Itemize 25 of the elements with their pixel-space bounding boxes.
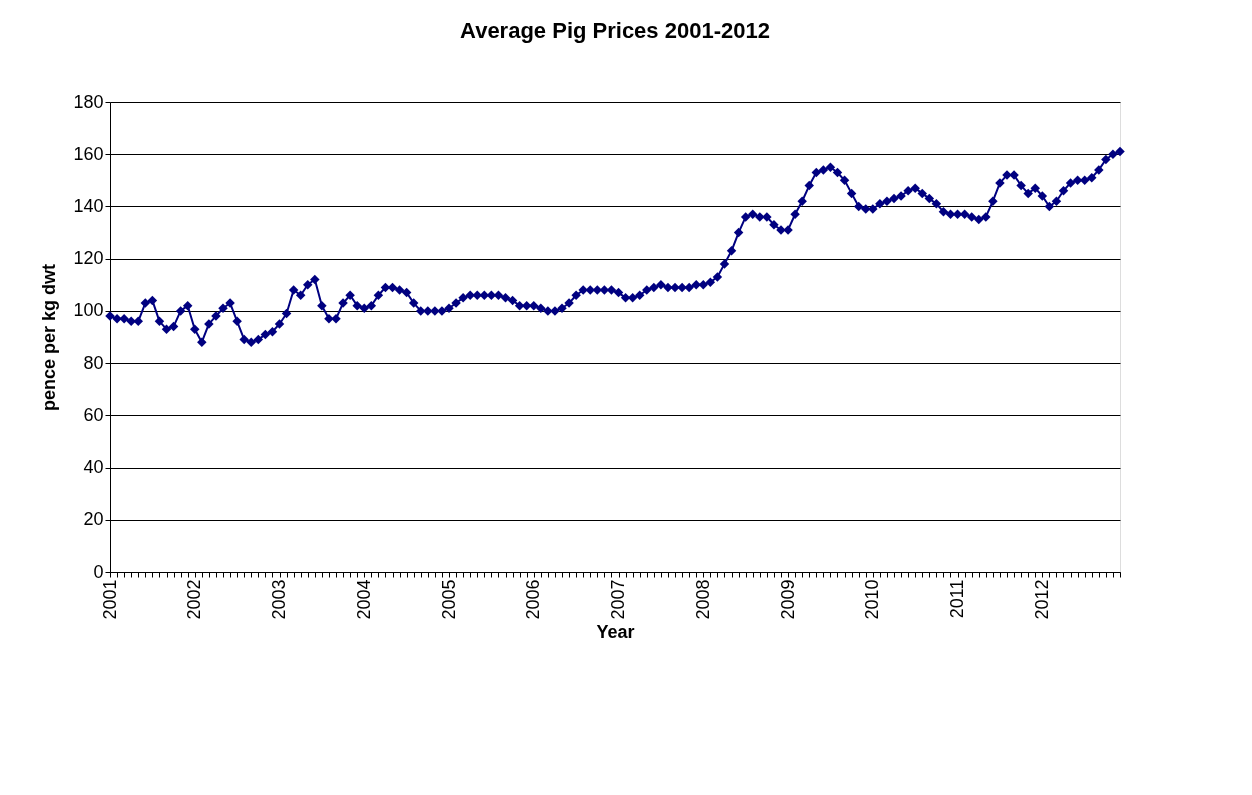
y-tick-label: 20 [83,509,104,530]
x-tick-label: 2010 [862,579,883,620]
chart-title: Average Pig Prices 2001-2012 [460,18,770,43]
x-tick-label: 2011 [947,579,968,619]
y-tick-label: 100 [73,300,104,321]
y-tick-label: 60 [83,404,104,425]
x-tick-label: 2003 [269,579,290,620]
y-tick-label: 0 [93,561,104,582]
y-tick-label: 140 [73,195,104,216]
y-tick-label: 160 [73,143,104,164]
x-tick-label: 2007 [608,579,629,620]
x-tick-label: 2001 [99,579,120,620]
x-tick-label: 2004 [353,579,374,620]
x-tick-label: 2002 [184,579,205,620]
y-tick-label: 40 [83,457,104,478]
x-tick-label: 2009 [777,579,798,620]
x-tick-label: 2006 [523,579,544,620]
x-tick-label: 2008 [692,579,713,620]
x-tick-label: 2005 [438,579,459,620]
y-tick-label: 120 [73,248,104,269]
y-axis-title: pence per kg dwt [39,263,60,412]
x-axis-title: Year [596,621,635,642]
y-tick-label: 180 [73,91,104,112]
x-tick-label: 2012 [1031,579,1052,620]
y-tick-label: 80 [83,352,104,373]
